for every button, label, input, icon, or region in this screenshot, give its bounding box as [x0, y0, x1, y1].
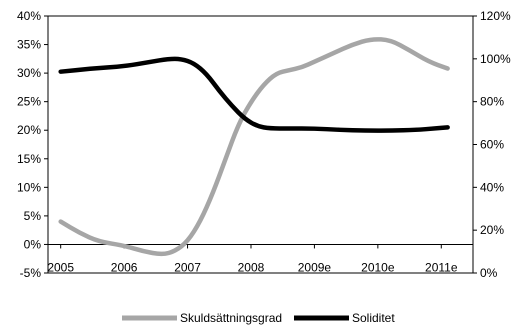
left-tick-label: -5%: [20, 266, 42, 280]
left-tick-label: 20%: [17, 123, 41, 137]
series-line-skuldsättningsgrad: [58, 37, 450, 257]
right-tick-label: 0%: [480, 266, 498, 280]
x-tick-label: 2005: [47, 260, 74, 274]
legend-label: Soliditet: [352, 311, 395, 325]
right-tick-label: 120%: [480, 9, 511, 23]
plot-border: [47, 15, 474, 274]
series-line-soliditet: [58, 56, 450, 133]
x-tick-label: 2006: [111, 260, 138, 274]
right-tick-label: 80%: [480, 95, 504, 109]
right-tick-label: 20%: [480, 223, 504, 237]
right-tick-label: 40%: [480, 180, 504, 194]
right-axis: 0% 20% 40% 60% 80% 100% 120%: [473, 9, 511, 280]
x-tick-label: 2010e: [361, 260, 395, 274]
right-tick-label: 60%: [480, 138, 504, 152]
left-tick-label: 25%: [17, 95, 41, 109]
left-tick-label: 0%: [24, 237, 42, 251]
left-tick-label: 10%: [17, 180, 41, 194]
x-tick-label: 2008: [238, 260, 265, 274]
left-tick-label: 30%: [17, 66, 41, 80]
x-tick-label: 2011e: [425, 260, 458, 274]
plot-frame: [47, 15, 474, 274]
legend-label: Skuldsättningsgrad: [180, 311, 282, 325]
series-layer: [58, 37, 450, 257]
x-tick-label: 2007: [174, 260, 201, 274]
left-tick-label: 35%: [17, 38, 41, 52]
left-axis: -5% 0% 5% 10% 15% 20% 25% 30% 35% 40%: [17, 9, 48, 280]
x-tick-label: 2009e: [298, 260, 332, 274]
x-axis: 2005 2006 2007 2008 2009e 2010e 2011e: [47, 244, 458, 274]
left-tick-label: 40%: [17, 9, 41, 23]
left-tick-label: 15%: [17, 152, 41, 166]
right-tick-label: 100%: [480, 52, 511, 66]
legend: Skuldsättningsgrad Soliditet: [122, 311, 395, 325]
left-tick-label: 5%: [24, 209, 42, 223]
